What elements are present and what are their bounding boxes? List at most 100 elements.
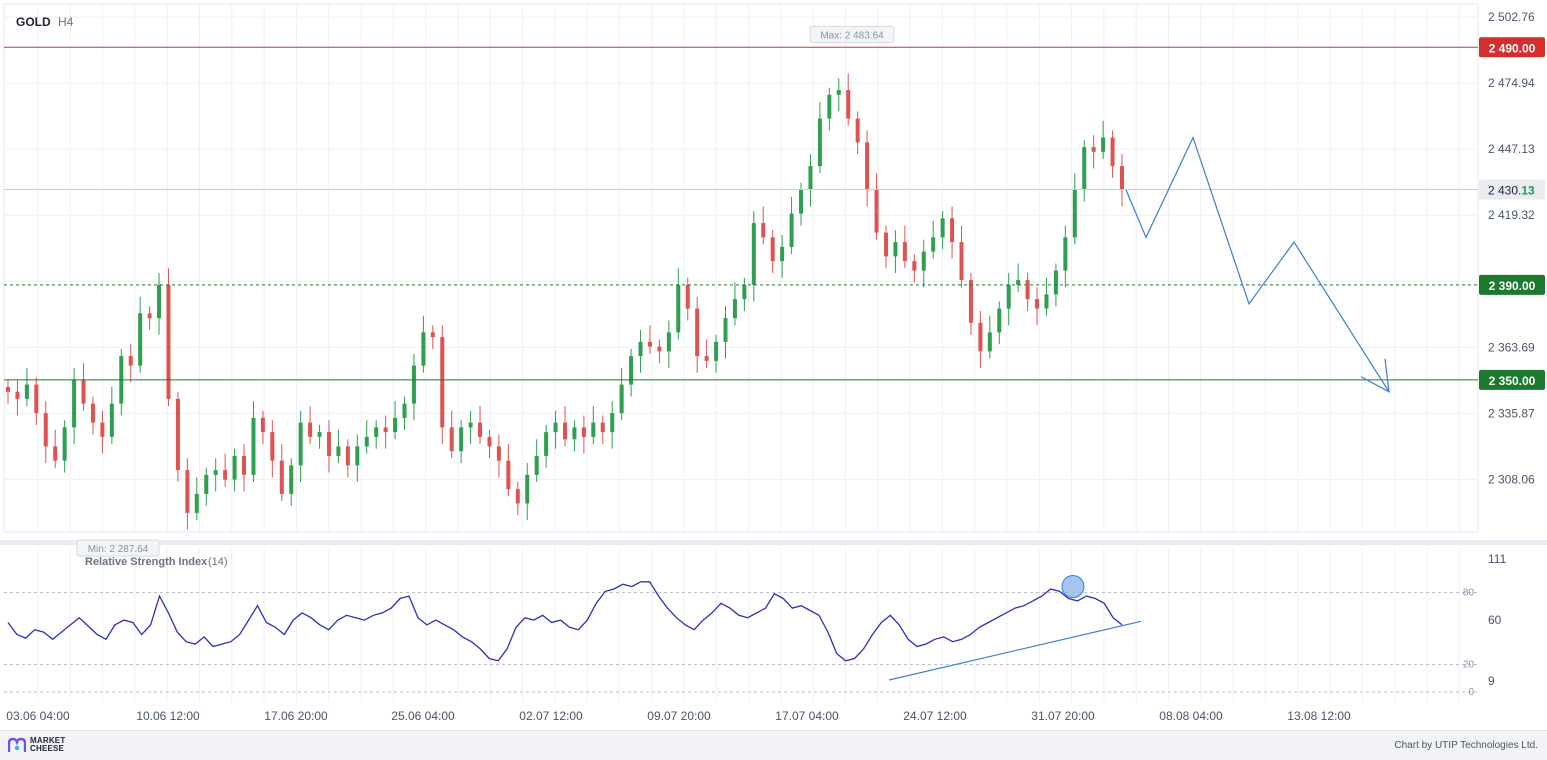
x-tick-label: 02.07 12:00 <box>519 709 583 723</box>
candle-body <box>242 455 247 475</box>
level-badge[interactable] <box>1479 37 1545 58</box>
level-badge[interactable] <box>1479 369 1545 390</box>
logo-line1: MARKET <box>30 736 66 745</box>
rsi-y-tick: 111 <box>1488 552 1507 566</box>
y-tick-label: 2 447.13 <box>1488 142 1535 156</box>
candle-body <box>440 337 445 428</box>
y-tick-label: 2 419.32 <box>1488 208 1535 222</box>
candle-body <box>1016 280 1021 285</box>
timeframe-label: H4 <box>58 15 74 29</box>
candle-body <box>100 422 105 437</box>
rsi-level-label: 0 <box>1468 687 1474 698</box>
max-label-box <box>809 25 895 43</box>
candle-body <box>780 246 785 262</box>
candle-body <box>761 223 766 238</box>
candle-body <box>789 213 794 247</box>
candle-body <box>34 384 39 414</box>
candle-body <box>978 322 983 352</box>
y-tick-label: 2 308.06 <box>1488 472 1535 486</box>
candle-body <box>223 470 228 480</box>
rsi-title-text: Relative Strength Index <box>85 556 208 568</box>
candle-body <box>1110 137 1115 167</box>
logo-icon <box>7 737 27 753</box>
level-badge-label: 2 350.00 <box>1489 374 1536 388</box>
candle-body <box>883 232 888 257</box>
level-badge[interactable] <box>1479 274 1545 295</box>
candle-body <box>714 341 719 361</box>
y-tick-label: 2 474.94 <box>1488 76 1535 90</box>
candle-body <box>506 460 511 490</box>
candle-body <box>459 427 464 452</box>
rsi-title: Relative Strength Index (14) <box>85 556 228 568</box>
candle-body <box>1120 166 1124 190</box>
candle-body <box>355 446 360 466</box>
price-levels[interactable]: 2 490.00 2 390.00 2 350.00 2 430.13 Max: 2 4… <box>4 25 1545 557</box>
x-tick-label: 25.06 04:00 <box>391 709 455 723</box>
y-tick-label: 2 335.87 <box>1488 406 1535 420</box>
candle-body <box>987 332 992 352</box>
candle-body <box>940 218 945 238</box>
rsi-y-tick: 60 <box>1488 613 1502 627</box>
logo-line2: CHEESE <box>30 744 65 753</box>
candle-body <box>799 189 804 214</box>
candle-body <box>260 417 265 433</box>
candle-body <box>109 403 114 437</box>
candle-body <box>921 251 926 271</box>
price-grid <box>0 3 1547 545</box>
marketcheese-logo[interactable]: MARKET CHEESE <box>7 736 66 753</box>
candle-body <box>742 284 747 300</box>
candle-body <box>317 432 322 437</box>
candle-body <box>449 427 454 452</box>
candle-body <box>544 432 549 456</box>
candle-body <box>1063 237 1068 271</box>
x-tick-label: 24.07 12:00 <box>903 709 967 723</box>
current-price-badge[interactable] <box>1479 179 1545 200</box>
candle-body <box>704 356 709 361</box>
rsi-highlight-marker[interactable] <box>1061 575 1085 599</box>
candle-body <box>1082 147 1087 190</box>
rsi-trendline <box>888 620 1142 681</box>
rsi-level-label: 20 <box>1463 659 1475 670</box>
candle-body <box>147 313 152 319</box>
min-label-box <box>76 539 160 557</box>
candle-body <box>638 341 643 357</box>
candle-body <box>81 379 86 404</box>
candle-body <box>393 417 398 433</box>
candle-body <box>865 142 870 190</box>
rsi-period: (14) <box>208 556 228 568</box>
x-tick-label: 09.07 20:00 <box>647 709 711 723</box>
candle-body <box>959 242 964 281</box>
candle-body <box>496 446 501 461</box>
candle-body <box>657 346 662 352</box>
candle-body <box>676 284 681 333</box>
candle-body <box>336 446 341 456</box>
candle-body <box>468 422 473 428</box>
candle-body <box>723 318 728 342</box>
candle-body <box>836 90 841 95</box>
candle-body <box>128 356 133 366</box>
candle-body <box>374 427 379 437</box>
current-price-label: 2 430.13 <box>1488 184 1535 198</box>
candle-body <box>846 90 851 119</box>
axes: 2 502.76 2 474.94 2 447.13 2 419.32 2 363.69… <box>6 10 1535 723</box>
candle-body <box>478 422 483 437</box>
candle-body <box>912 261 917 271</box>
candle-body <box>364 436 369 447</box>
candle-body <box>610 413 615 433</box>
chart-canvas[interactable]: 2 490.00 2 390.00 2 350.00 2 430.13 Max: 2 4… <box>0 0 1547 730</box>
candle-body <box>1025 280 1030 300</box>
candle-body <box>600 422 605 433</box>
y-tick-label: 2 363.69 <box>1488 340 1535 354</box>
candle-body <box>204 474 209 494</box>
candle-body <box>402 403 407 418</box>
level-badge-label: 2 390.00 <box>1489 279 1536 293</box>
candle-body <box>591 422 596 437</box>
forecast-path <box>1125 135 1390 393</box>
candle-body <box>515 489 520 504</box>
candle-body <box>770 237 775 262</box>
forecast-line <box>1125 135 1390 393</box>
candle-body <box>43 413 48 447</box>
candle-body <box>553 422 558 433</box>
forecast-arrowhead <box>1360 358 1390 393</box>
candle-body <box>563 422 567 440</box>
